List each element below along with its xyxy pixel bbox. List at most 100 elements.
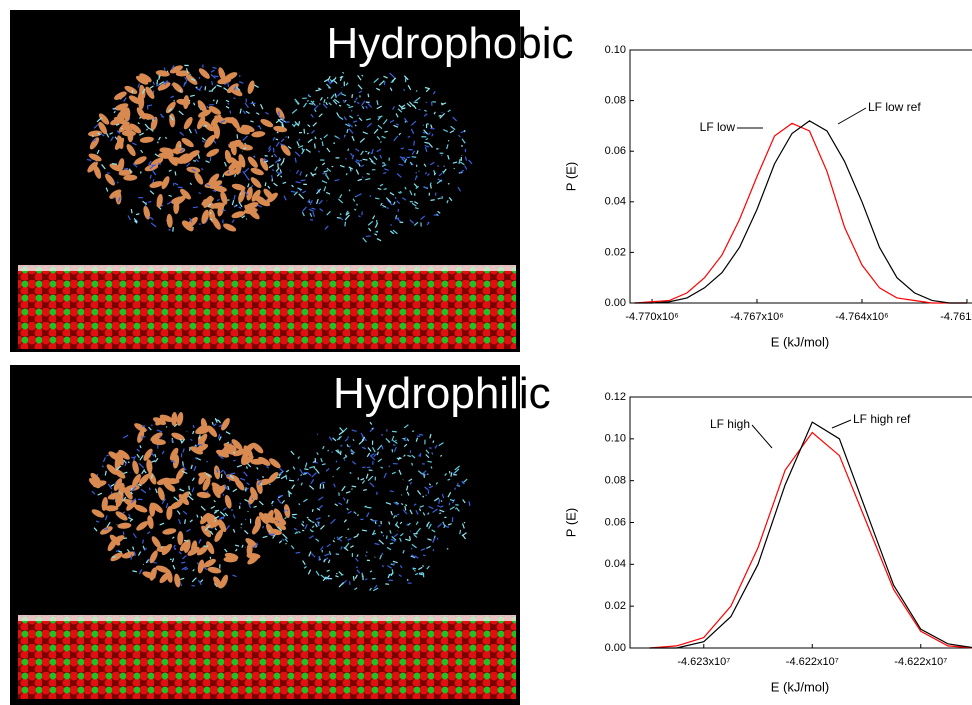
bond	[182, 555, 187, 560]
bond	[146, 128, 148, 131]
bond	[147, 104, 153, 107]
bond	[413, 140, 416, 146]
bond	[434, 444, 438, 449]
bond	[264, 155, 268, 157]
bond	[91, 134, 94, 138]
bond	[355, 159, 360, 162]
bond	[223, 470, 227, 475]
bond	[189, 182, 193, 186]
bond	[347, 148, 350, 152]
helix	[183, 116, 193, 130]
bond	[345, 123, 351, 127]
bond	[323, 186, 327, 192]
bond	[173, 423, 178, 428]
bond	[336, 112, 340, 117]
bond	[347, 528, 350, 531]
bond	[414, 572, 419, 576]
bond	[461, 480, 465, 485]
bond	[454, 465, 460, 471]
bond	[395, 439, 397, 442]
bond	[426, 222, 430, 226]
bond	[411, 462, 413, 466]
bond	[168, 169, 172, 172]
bond	[356, 193, 362, 197]
bond	[138, 116, 142, 119]
helix	[207, 425, 218, 438]
helix	[150, 432, 163, 442]
bond	[184, 76, 188, 82]
helix	[139, 84, 146, 99]
bond	[394, 196, 397, 200]
helix	[214, 115, 227, 125]
bond	[171, 558, 175, 563]
bond	[106, 454, 110, 457]
helix	[190, 446, 204, 455]
bond	[323, 134, 329, 139]
bond	[250, 120, 254, 123]
bond	[409, 509, 413, 515]
bond	[220, 473, 223, 478]
bond	[428, 523, 432, 530]
bond	[115, 549, 120, 552]
bond	[368, 157, 374, 163]
bond	[159, 81, 165, 85]
bond	[311, 509, 314, 513]
bond	[134, 220, 138, 224]
bond	[282, 533, 288, 540]
y-tick-label: 0.02	[605, 246, 626, 258]
bond	[268, 530, 271, 532]
bond	[345, 82, 349, 86]
bond	[137, 83, 141, 88]
bond	[140, 149, 144, 154]
helix	[238, 154, 246, 168]
bond	[268, 164, 274, 169]
bond	[193, 465, 197, 472]
bond	[129, 519, 133, 522]
bond	[298, 503, 301, 506]
bond	[306, 516, 309, 519]
bond	[366, 506, 372, 509]
bond	[422, 512, 426, 516]
helix	[186, 150, 200, 159]
bond	[378, 80, 385, 86]
bond	[353, 535, 358, 539]
bond	[386, 546, 392, 551]
bond	[327, 80, 332, 84]
helix	[176, 98, 191, 106]
bond	[344, 157, 347, 160]
bond	[142, 545, 146, 550]
bond	[181, 566, 188, 571]
helix	[229, 87, 243, 97]
bond	[450, 472, 453, 477]
bond	[239, 477, 246, 481]
bond	[265, 464, 270, 469]
helix	[98, 121, 108, 135]
helix	[250, 486, 258, 501]
bond	[219, 511, 226, 517]
bond	[280, 116, 284, 120]
bond	[352, 576, 355, 581]
bond	[206, 460, 208, 463]
bond	[379, 554, 383, 560]
bond	[384, 130, 388, 133]
helix	[245, 538, 258, 548]
bond	[319, 137, 323, 140]
bond	[204, 86, 207, 91]
surface-top	[18, 265, 516, 271]
bond	[86, 158, 92, 161]
bond	[338, 115, 344, 121]
bond	[135, 213, 140, 216]
bond	[389, 490, 394, 493]
bond	[389, 192, 395, 196]
bond	[198, 192, 202, 195]
bond	[410, 530, 412, 532]
bond	[374, 197, 380, 200]
bond	[234, 548, 238, 552]
helix	[209, 180, 223, 189]
bond	[442, 521, 446, 527]
bond	[205, 160, 210, 164]
bond	[210, 505, 216, 510]
bond	[388, 465, 391, 468]
bond	[290, 545, 295, 550]
bond	[195, 87, 201, 92]
